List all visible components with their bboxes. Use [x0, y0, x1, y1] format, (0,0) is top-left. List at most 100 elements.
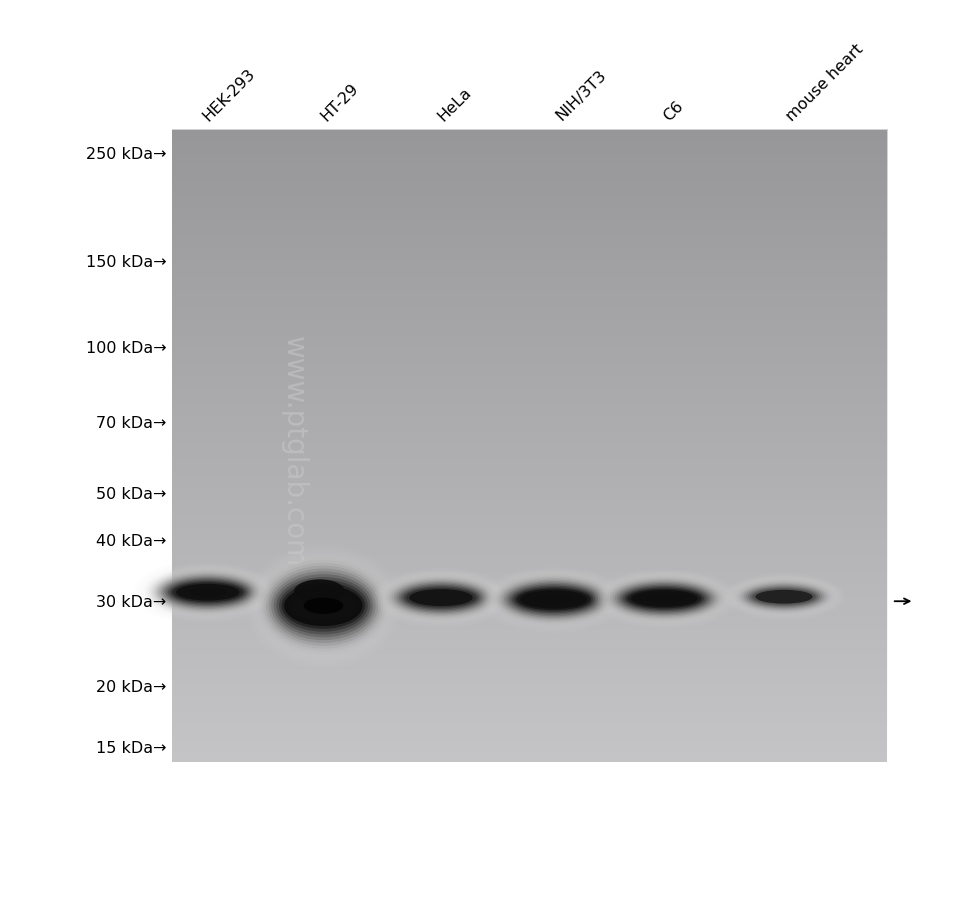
Ellipse shape — [631, 591, 698, 607]
Ellipse shape — [258, 557, 389, 655]
Ellipse shape — [494, 575, 613, 624]
Ellipse shape — [524, 593, 583, 607]
Ellipse shape — [487, 571, 620, 629]
Text: 150 kDa→: 150 kDa→ — [86, 255, 167, 270]
Ellipse shape — [288, 589, 359, 623]
Ellipse shape — [377, 572, 505, 624]
Ellipse shape — [382, 575, 500, 621]
Ellipse shape — [156, 573, 260, 612]
Ellipse shape — [380, 573, 502, 623]
Ellipse shape — [484, 569, 623, 630]
Ellipse shape — [171, 581, 245, 603]
Ellipse shape — [176, 584, 239, 601]
Ellipse shape — [512, 586, 596, 613]
Ellipse shape — [401, 585, 481, 611]
Text: 70 kDa→: 70 kDa→ — [96, 416, 167, 430]
Ellipse shape — [166, 578, 250, 606]
Ellipse shape — [410, 590, 472, 606]
Ellipse shape — [617, 584, 711, 614]
Ellipse shape — [256, 555, 391, 658]
Ellipse shape — [520, 591, 587, 609]
Ellipse shape — [396, 583, 486, 613]
Text: www.ptglab.com: www.ptglab.com — [280, 336, 308, 566]
Ellipse shape — [497, 577, 611, 622]
Ellipse shape — [644, 594, 685, 603]
Ellipse shape — [261, 560, 386, 652]
Ellipse shape — [159, 575, 257, 611]
Ellipse shape — [514, 587, 594, 612]
Ellipse shape — [404, 586, 478, 609]
Text: 250 kDa→: 250 kDa→ — [86, 147, 167, 162]
Ellipse shape — [516, 589, 591, 611]
Ellipse shape — [394, 581, 488, 615]
Ellipse shape — [188, 588, 227, 597]
Ellipse shape — [489, 573, 618, 627]
Ellipse shape — [612, 581, 716, 617]
Text: 15 kDa→: 15 kDa→ — [96, 741, 167, 755]
Ellipse shape — [739, 582, 829, 612]
Ellipse shape — [499, 578, 609, 621]
Ellipse shape — [250, 549, 397, 663]
Ellipse shape — [507, 583, 601, 617]
Ellipse shape — [273, 575, 373, 638]
Ellipse shape — [387, 577, 495, 619]
Ellipse shape — [756, 590, 812, 604]
Ellipse shape — [281, 583, 366, 630]
Ellipse shape — [504, 582, 604, 618]
Ellipse shape — [144, 566, 271, 619]
Ellipse shape — [750, 588, 818, 606]
Ellipse shape — [509, 584, 599, 615]
Ellipse shape — [271, 572, 375, 640]
Ellipse shape — [737, 581, 831, 613]
Ellipse shape — [142, 565, 273, 621]
Ellipse shape — [406, 588, 476, 608]
Ellipse shape — [392, 580, 490, 616]
Ellipse shape — [284, 585, 363, 626]
Text: C6: C6 — [661, 98, 686, 124]
Text: mouse heart: mouse heart — [783, 41, 866, 124]
Ellipse shape — [279, 580, 368, 632]
Ellipse shape — [608, 578, 721, 620]
Ellipse shape — [294, 580, 345, 604]
Ellipse shape — [168, 580, 248, 605]
Ellipse shape — [161, 575, 255, 610]
Text: 20 kDa→: 20 kDa→ — [96, 679, 167, 695]
Ellipse shape — [151, 570, 265, 615]
Ellipse shape — [622, 586, 707, 612]
Ellipse shape — [304, 598, 343, 614]
Ellipse shape — [276, 577, 370, 635]
Ellipse shape — [729, 576, 839, 618]
Ellipse shape — [384, 575, 498, 621]
Ellipse shape — [375, 570, 507, 626]
Ellipse shape — [179, 585, 236, 600]
Ellipse shape — [742, 584, 826, 611]
Ellipse shape — [163, 577, 253, 608]
Ellipse shape — [748, 586, 820, 607]
Text: 30 kDa→: 30 kDa→ — [96, 594, 167, 609]
Ellipse shape — [147, 567, 269, 618]
Text: 40 kDa→: 40 kDa→ — [96, 533, 167, 548]
Text: HT-29: HT-29 — [318, 80, 362, 124]
Ellipse shape — [753, 589, 815, 605]
Ellipse shape — [253, 552, 394, 660]
Ellipse shape — [269, 569, 378, 643]
Ellipse shape — [635, 592, 694, 606]
Ellipse shape — [603, 575, 726, 622]
Bar — [172, 131, 887, 762]
Ellipse shape — [726, 575, 841, 619]
Ellipse shape — [149, 569, 267, 616]
Ellipse shape — [264, 563, 383, 649]
Ellipse shape — [624, 587, 705, 610]
Ellipse shape — [619, 584, 710, 612]
Ellipse shape — [389, 578, 493, 618]
Ellipse shape — [746, 585, 822, 609]
Ellipse shape — [266, 566, 381, 646]
Ellipse shape — [595, 571, 734, 627]
Ellipse shape — [731, 577, 837, 616]
Ellipse shape — [733, 579, 835, 615]
Ellipse shape — [627, 589, 702, 609]
Ellipse shape — [154, 572, 262, 613]
Ellipse shape — [614, 582, 714, 616]
Text: HeLa: HeLa — [435, 84, 474, 124]
Ellipse shape — [492, 574, 615, 626]
